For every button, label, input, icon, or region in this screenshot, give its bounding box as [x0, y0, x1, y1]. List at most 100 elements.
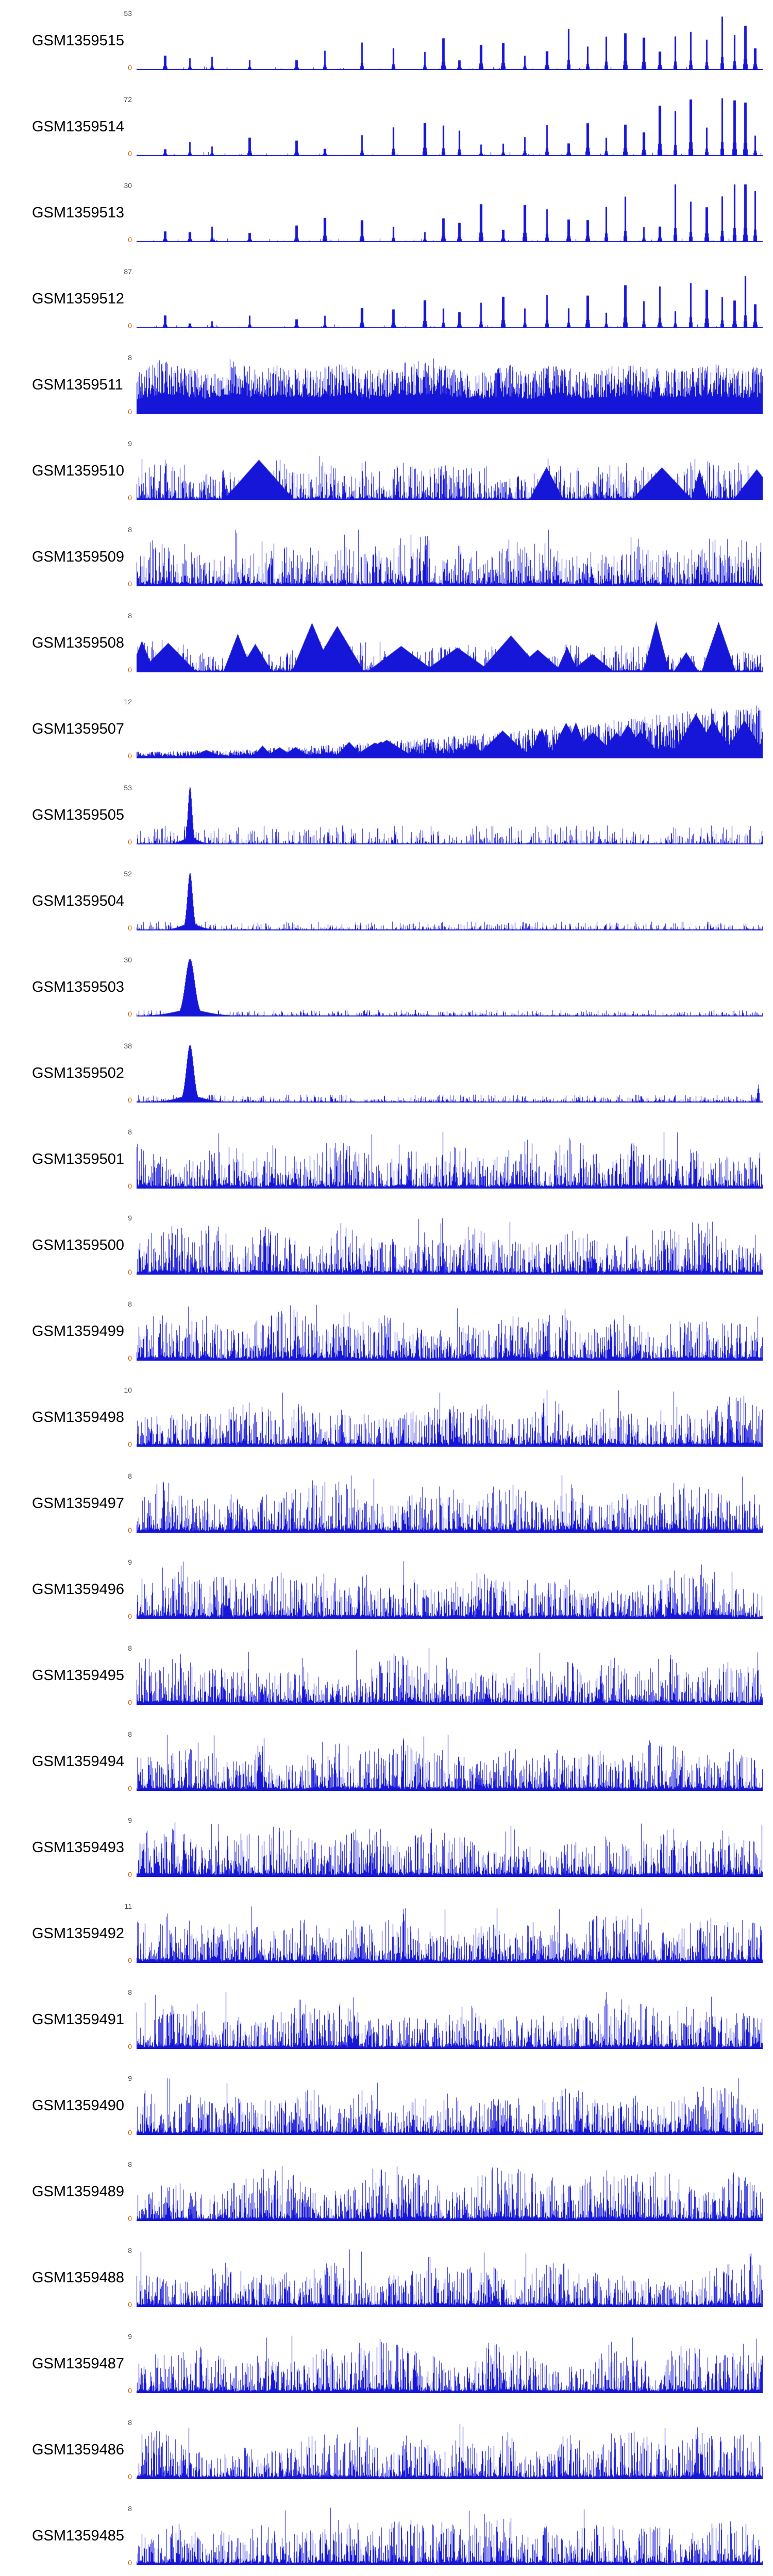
- track-signal-plot: [137, 270, 763, 328]
- signal-track-row: GSM1359488 8 0: [0, 2246, 773, 2335]
- track-signal-plot: [137, 1389, 763, 1447]
- track-axis-max-value: 9: [128, 2332, 132, 2341]
- track-axis-max-value: 8: [128, 2160, 132, 2168]
- track-axis-zero-value: 0: [128, 1612, 132, 1620]
- track-axis-max-value: 8: [128, 612, 132, 620]
- track-signal-plot: [137, 959, 763, 1016]
- track-signal-plot: [137, 357, 763, 414]
- track-axis-zero-value: 0: [128, 1354, 132, 1362]
- track-label: GSM1359491: [32, 2011, 124, 2028]
- track-label: GSM1359514: [32, 118, 124, 135]
- track-axis-zero-value: 0: [128, 2386, 132, 2395]
- track-signal-plot: [137, 1131, 763, 1189]
- track-axis-zero-value: 0: [128, 1526, 132, 1534]
- track-axis-zero-value: 0: [128, 1956, 132, 1964]
- track-axis-max-value: 30: [124, 956, 132, 964]
- track-signal-plot: [137, 2507, 763, 2565]
- signal-track-row: GSM1359496 9 0: [0, 1558, 773, 1647]
- track-axis-zero-value: 0: [128, 235, 132, 244]
- track-axis-zero-value: 0: [128, 1698, 132, 1706]
- track-label: GSM1359499: [32, 1323, 124, 1340]
- track-axis-zero-value: 0: [128, 2042, 132, 2050]
- track-axis-zero-value: 0: [128, 1268, 132, 1276]
- track-label: GSM1359505: [32, 807, 124, 823]
- track-signal-plot: [137, 873, 763, 930]
- track-signal-plot: [137, 1561, 763, 1619]
- track-label: GSM1359496: [32, 1581, 124, 1598]
- track-axis-zero-value: 0: [128, 1182, 132, 1190]
- track-signal-plot: [137, 701, 763, 758]
- track-signal-plot: [137, 1905, 763, 1963]
- track-signal-plot: [137, 1647, 763, 1705]
- track-axis-max-value: 8: [128, 1988, 132, 1996]
- track-axis-zero-value: 0: [128, 752, 132, 760]
- signal-track-row: GSM1359515 53 0: [0, 9, 773, 98]
- signal-track-row: GSM1359489 8 0: [0, 2160, 773, 2249]
- track-axis-max-value: 9: [128, 439, 132, 448]
- track-axis-max-value: 10: [124, 1386, 132, 1394]
- track-axis-max-value: 8: [128, 353, 132, 362]
- track-signal-plot: [137, 1733, 763, 1791]
- signal-track-row: GSM1359511 8 0: [0, 353, 773, 443]
- track-axis-max-value: 8: [128, 2504, 132, 2513]
- track-axis-max-value: 8: [128, 1730, 132, 1738]
- track-label: GSM1359511: [32, 377, 123, 393]
- track-label: GSM1359486: [32, 2442, 124, 2458]
- signal-track-row: GSM1359507 12 0: [0, 698, 773, 787]
- track-label: GSM1359509: [32, 549, 124, 565]
- track-label: GSM1359485: [32, 2528, 124, 2544]
- track-axis-zero-value: 0: [128, 838, 132, 846]
- track-axis-zero-value: 0: [128, 2472, 132, 2481]
- track-axis-zero-value: 0: [128, 1440, 132, 1448]
- signal-track-row: GSM1359500 9 0: [0, 1214, 773, 1303]
- track-label: GSM1359489: [32, 2183, 124, 2200]
- track-axis-max-value: 8: [128, 1472, 132, 1480]
- track-signal-plot: [137, 2249, 763, 2307]
- signal-track-row: GSM1359485 8 0: [0, 2504, 773, 2576]
- track-label: GSM1359504: [32, 893, 124, 909]
- track-axis-max-value: 8: [128, 1300, 132, 1308]
- track-axis-max-value: 8: [128, 1644, 132, 1652]
- track-label: GSM1359490: [32, 2097, 124, 2114]
- track-axis-zero-value: 0: [128, 408, 132, 416]
- signal-track-row: GSM1359512 87 0: [0, 268, 773, 357]
- track-axis-max-value: 8: [128, 2246, 132, 2255]
- signal-track-row: GSM1359513 30 0: [0, 181, 773, 270]
- track-label: GSM1359510: [32, 463, 124, 479]
- signal-track-row: GSM1359498 10 0: [0, 1386, 773, 1475]
- track-signal-plot: [137, 2077, 763, 2135]
- track-axis-zero-value: 0: [128, 321, 132, 330]
- track-signal-plot: [137, 1475, 763, 1533]
- signal-track-row: GSM1359499 8 0: [0, 1300, 773, 1389]
- track-axis-zero-value: 0: [128, 580, 132, 588]
- signal-track-row: GSM1359504 52 0: [0, 870, 773, 959]
- track-axis-zero-value: 0: [128, 494, 132, 502]
- track-axis-zero-value: 0: [128, 149, 132, 158]
- track-axis-max-value: 52: [124, 870, 132, 878]
- track-signal-plot: [137, 443, 763, 500]
- signal-track-row: GSM1359509 8 0: [0, 526, 773, 615]
- track-axis-max-value: 30: [124, 181, 132, 190]
- track-label: GSM1359502: [32, 1065, 124, 1081]
- track-signal-plot: [137, 1819, 763, 1877]
- track-axis-max-value: 38: [124, 1042, 132, 1050]
- track-signal-plot: [137, 1217, 763, 1275]
- track-axis-max-value: 9: [128, 2074, 132, 2082]
- track-signal-plot: [137, 98, 763, 156]
- track-signal-plot: [137, 184, 763, 242]
- track-signal-plot: [137, 787, 763, 844]
- track-label: GSM1359487: [32, 2355, 124, 2372]
- track-signal-plot: [137, 2163, 763, 2221]
- signal-track-row: GSM1359502 38 0: [0, 1042, 773, 1131]
- track-label: GSM1359498: [32, 1409, 124, 1426]
- track-axis-max-value: 8: [128, 2418, 132, 2427]
- signal-track-row: GSM1359508 8 0: [0, 612, 773, 701]
- track-label: GSM1359497: [32, 1495, 124, 1512]
- track-label: GSM1359507: [32, 721, 124, 737]
- track-label: GSM1359495: [32, 1667, 124, 1684]
- track-axis-zero-value: 0: [128, 1096, 132, 1104]
- signal-track-row: GSM1359501 8 0: [0, 1128, 773, 1217]
- track-axis-max-value: 53: [124, 9, 132, 18]
- track-axis-zero-value: 0: [128, 2300, 132, 2309]
